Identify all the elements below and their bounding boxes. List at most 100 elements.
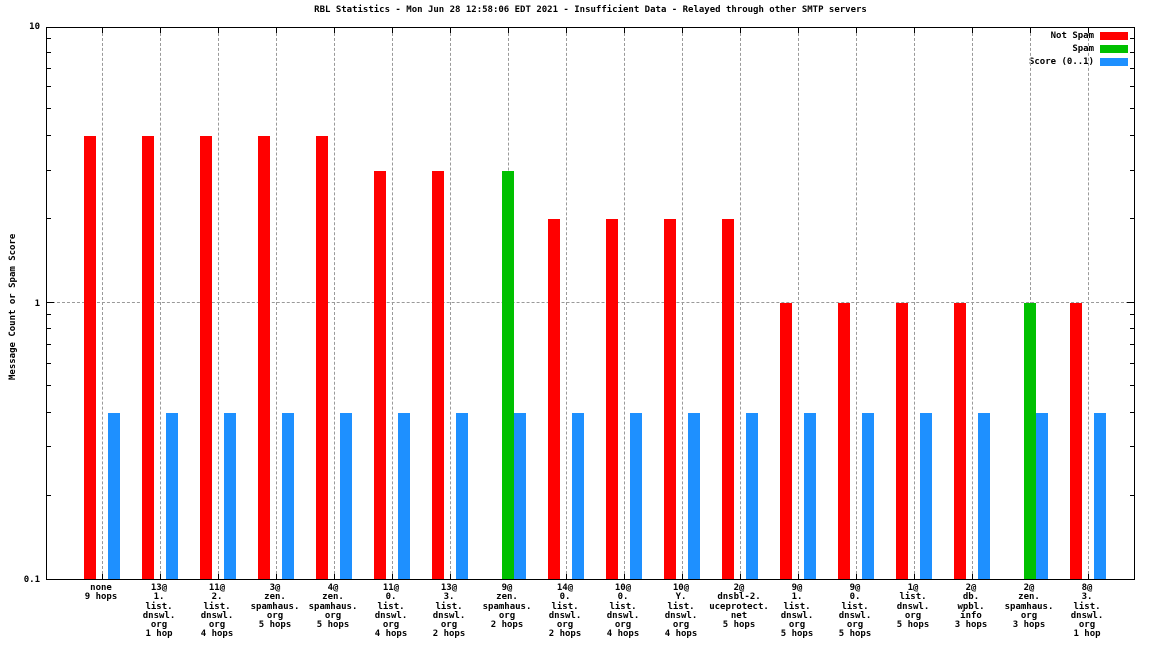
x-category-label-line: zen. xyxy=(496,592,518,603)
x-category-label: 10@ 0. list. dnswl. org 4 hops xyxy=(590,583,656,640)
x-category-label-line: dnswl. xyxy=(896,601,930,612)
x-category-label-line: 3 hops xyxy=(954,620,988,631)
x-category-label-line: org xyxy=(208,620,226,631)
y-minor-tick xyxy=(1130,51,1134,53)
x-tick-top xyxy=(450,28,451,33)
legend-entry: Score (0..1) xyxy=(1028,56,1128,67)
y-minor-tick xyxy=(47,218,51,220)
score-bar xyxy=(514,412,526,579)
y-minor-tick xyxy=(1130,344,1134,346)
x-category-label-line: 2 hops xyxy=(432,629,466,640)
x-category-label-line: zen. xyxy=(322,592,344,603)
not-spam-bar xyxy=(84,136,96,579)
x-category-label-line: spamhaus. xyxy=(1004,601,1054,612)
category-gridline xyxy=(218,28,219,579)
x-category-label-line: spamhaus. xyxy=(308,601,358,612)
not-spam-bar xyxy=(548,219,560,579)
spam-bar xyxy=(502,170,514,579)
x-category-label-line: wpbl. xyxy=(957,601,985,612)
score-bar xyxy=(108,412,120,579)
x-tick-top xyxy=(276,28,277,33)
score-bar xyxy=(456,412,468,579)
x-category-label-line: 1@ xyxy=(907,583,919,593)
y-minor-tick xyxy=(47,37,51,39)
x-tick-bottom xyxy=(392,574,393,579)
category-gridline xyxy=(102,28,103,579)
x-category-label-line: org xyxy=(846,620,864,631)
x-category-label-line: 0. xyxy=(559,592,571,603)
category-gridline xyxy=(450,28,451,579)
category-gridline xyxy=(1088,28,1089,579)
x-tick-bottom xyxy=(740,574,741,579)
y-minor-tick xyxy=(1130,362,1134,364)
x-category-label-line: 2@ xyxy=(733,583,745,593)
not-spam-bar xyxy=(316,136,328,579)
y-minor-tick xyxy=(47,494,51,496)
x-category-label: 9@ zen. spamhaus. org 2 hops xyxy=(474,583,540,631)
score-bar xyxy=(746,412,758,579)
y-minor-tick xyxy=(47,51,51,53)
x-category-label-line: org xyxy=(150,620,168,631)
x-category-label-line: dnswl. xyxy=(432,610,466,621)
x-category-label-line: dnswl. xyxy=(780,610,814,621)
y-minor-tick xyxy=(1130,384,1134,386)
x-tick-bottom xyxy=(450,574,451,579)
x-category-label-line: list. xyxy=(377,601,405,612)
y-major-tick xyxy=(47,301,54,303)
x-tick-top xyxy=(508,28,509,33)
y-axis-tick-labels: 10 1 0.1 xyxy=(0,22,40,585)
score-bar xyxy=(1094,412,1106,579)
x-category-label-line: 5 hops xyxy=(838,629,872,640)
score-bar xyxy=(804,412,816,579)
x-category-label-line: list. xyxy=(1073,601,1101,612)
x-tick-bottom xyxy=(102,574,103,579)
x-category-label-line: 4@ xyxy=(327,583,339,593)
x-category-label-line: 2 hops xyxy=(490,620,524,631)
x-category-label-line: zen. xyxy=(264,592,286,603)
x-category-label-line: org xyxy=(440,620,458,631)
x-category-label-line: 2. xyxy=(211,592,223,603)
not-spam-bar xyxy=(258,136,270,579)
x-category-label: 4@ zen. spamhaus. org 5 hops xyxy=(300,583,366,630)
x-category-label-line: db. xyxy=(962,592,980,603)
x-tick-top xyxy=(102,28,103,33)
score-bar xyxy=(862,412,874,579)
category-gridline xyxy=(392,28,393,579)
score-bar xyxy=(166,412,178,579)
score-bar xyxy=(340,412,352,579)
x-tick-bottom xyxy=(334,574,335,579)
y-minor-tick xyxy=(1130,67,1134,69)
x-category-label-line: dnswl. xyxy=(200,610,234,621)
legend-entry: Spam xyxy=(1029,44,1128,54)
x-category-label-line: 5 hops xyxy=(258,620,292,631)
x-category-label-line: 1. xyxy=(153,592,165,603)
x-tick-top xyxy=(914,28,915,33)
y-minor-tick xyxy=(47,411,51,413)
x-category-label: 11@ 0. list. dnswl. org 4 hops xyxy=(358,583,424,640)
not-spam-bar xyxy=(200,136,212,579)
x-category-label-line: org xyxy=(324,610,342,621)
legend-label: Score (0..1) xyxy=(1028,56,1094,67)
y-minor-tick xyxy=(1130,314,1134,316)
not-spam-bar xyxy=(838,302,850,579)
y-tick-label: 10 xyxy=(29,22,40,32)
x-category-label-line: 0. xyxy=(385,592,397,603)
x-category-label: 13@ 3. list. dnswl. org 2 hops xyxy=(416,583,482,640)
x-tick-top xyxy=(1030,28,1031,33)
x-category-label-line: org xyxy=(672,620,690,631)
x-tick-bottom xyxy=(276,574,277,579)
x-tick-bottom xyxy=(798,574,799,579)
x-category-label-line: dnsbl-2. xyxy=(717,592,761,603)
x-category-label-line: org xyxy=(614,620,632,631)
x-category-label-line: 5 hops xyxy=(896,620,930,631)
x-category-label-line: 9@ xyxy=(791,583,803,593)
x-tick-bottom xyxy=(566,574,567,579)
x-category-label-line: dnswl. xyxy=(374,610,408,621)
x-category-label-line: 5 hops xyxy=(780,629,814,640)
x-tick-bottom xyxy=(218,574,219,579)
x-category-label-line: uceprotect. xyxy=(709,601,769,612)
legend-swatch-not-spam xyxy=(1100,31,1128,40)
not-spam-bar xyxy=(954,302,966,579)
category-gridline xyxy=(276,28,277,579)
y-minor-tick xyxy=(47,362,51,364)
